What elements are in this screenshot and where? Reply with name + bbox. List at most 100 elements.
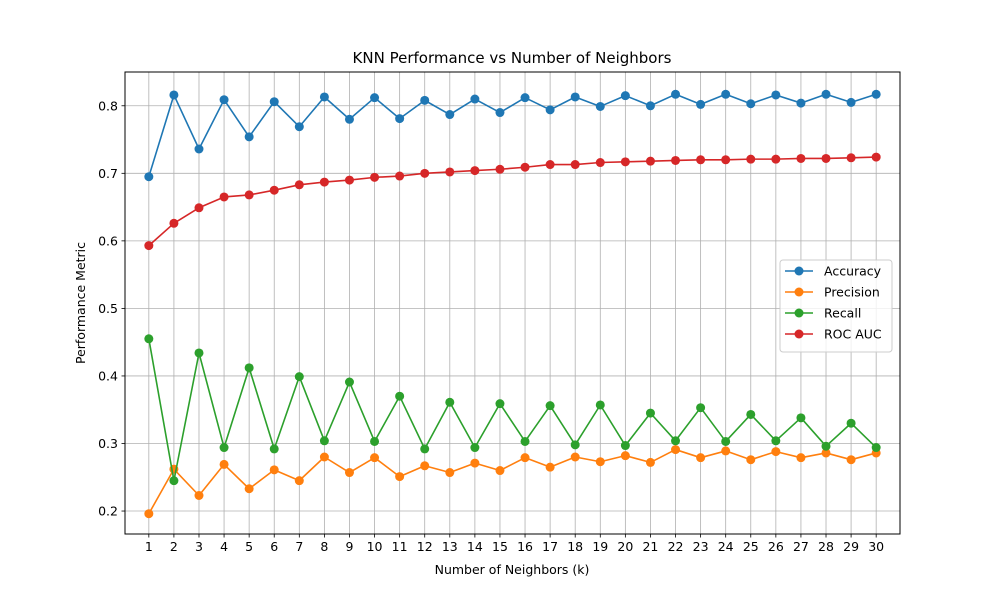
- legend-box: [779, 259, 893, 353]
- data-point-accuracy: [445, 110, 455, 120]
- data-point-precision: [470, 458, 480, 468]
- legend-marker-recall: [794, 308, 804, 318]
- data-point-accuracy: [269, 97, 279, 107]
- data-point-roc-auc: [395, 171, 405, 181]
- data-point-precision: [144, 509, 154, 519]
- data-point-recall: [470, 443, 480, 453]
- data-point-recall: [570, 440, 580, 450]
- data-point-accuracy: [595, 101, 605, 111]
- data-point-roc-auc: [796, 153, 806, 163]
- y-tick-label: 0.2: [98, 504, 118, 519]
- data-point-precision: [620, 451, 630, 461]
- x-tick-label: 10: [367, 539, 383, 554]
- x-tick-label: 19: [592, 539, 608, 554]
- data-point-precision: [721, 446, 731, 456]
- data-point-recall: [671, 436, 681, 446]
- x-tick-label: 4: [220, 539, 228, 554]
- y-tick-label: 0.5: [98, 301, 118, 316]
- data-point-precision: [420, 461, 430, 471]
- data-point-roc-auc: [294, 180, 304, 190]
- data-point-recall: [645, 408, 655, 418]
- data-point-recall: [595, 400, 605, 410]
- data-point-roc-auc: [495, 164, 505, 174]
- x-tick-label: 20: [617, 539, 633, 554]
- data-point-recall: [294, 372, 304, 382]
- x-tick-label: 29: [843, 539, 859, 554]
- x-tick-label: 14: [467, 539, 483, 554]
- x-tick-label: 15: [492, 539, 508, 554]
- data-point-accuracy: [420, 95, 430, 105]
- data-point-recall: [445, 397, 455, 407]
- data-point-precision: [671, 445, 681, 455]
- data-point-recall: [696, 403, 706, 413]
- x-tick-label: 8: [320, 539, 328, 554]
- data-point-accuracy: [796, 98, 806, 108]
- data-point-precision: [821, 448, 831, 458]
- data-point-roc-auc: [269, 185, 279, 195]
- data-point-roc-auc: [570, 160, 580, 170]
- y-tick-label: 0.4: [98, 368, 118, 383]
- data-point-accuracy: [645, 101, 655, 111]
- data-point-recall: [219, 443, 229, 453]
- data-point-accuracy: [821, 89, 831, 99]
- data-point-recall: [319, 436, 329, 446]
- x-tick-label: 24: [718, 539, 734, 554]
- data-point-roc-auc: [821, 153, 831, 163]
- data-point-precision: [746, 455, 756, 465]
- data-point-precision: [645, 457, 655, 467]
- data-point-roc-auc: [244, 190, 254, 200]
- data-point-accuracy: [194, 144, 204, 154]
- legend-marker-roc-auc: [794, 329, 804, 339]
- y-ticks: 0.2 0.3 0.4 0.5 0.6 0.7 0.8: [98, 98, 125, 519]
- data-point-precision: [520, 453, 530, 463]
- data-point-precision: [545, 462, 555, 472]
- data-point-roc-auc: [771, 154, 781, 164]
- legend: Accuracy Precision Recall ROC AUC: [779, 259, 893, 353]
- data-point-accuracy: [144, 172, 154, 182]
- x-ticks: 1 2 3 4 5 6 7 8 9 10 11 12 13 14 15 16 17 18 19 20 21 22 23 24 2…: [145, 534, 884, 554]
- x-tick-label: 9: [345, 539, 353, 554]
- data-point-precision: [319, 452, 329, 462]
- data-point-recall: [244, 363, 254, 373]
- data-point-recall: [721, 436, 731, 446]
- series-precision: [144, 445, 881, 519]
- data-point-recall: [871, 443, 881, 453]
- data-point-accuracy: [370, 93, 380, 103]
- x-tick-label: 7: [295, 539, 303, 554]
- legend-label-recall: Recall: [824, 306, 861, 321]
- x-tick-label: 30: [868, 539, 884, 554]
- x-tick-label: 28: [818, 539, 834, 554]
- series-recall: [144, 334, 881, 486]
- data-point-accuracy: [620, 91, 630, 101]
- data-point-precision: [370, 453, 380, 463]
- data-point-accuracy: [570, 92, 580, 102]
- data-point-recall: [344, 377, 354, 387]
- data-point-precision: [595, 457, 605, 467]
- data-point-accuracy: [169, 90, 179, 100]
- x-tick-label: 11: [392, 539, 408, 554]
- data-point-precision: [344, 468, 354, 478]
- data-point-recall: [821, 441, 831, 451]
- data-point-precision: [771, 447, 781, 457]
- data-point-accuracy: [771, 90, 781, 100]
- data-point-accuracy: [671, 89, 681, 99]
- data-point-recall: [620, 441, 630, 451]
- data-point-accuracy: [846, 97, 856, 107]
- data-point-recall: [545, 401, 555, 411]
- data-point-accuracy: [520, 93, 530, 103]
- data-point-roc-auc: [445, 167, 455, 177]
- series: [144, 89, 881, 519]
- chart-title: KNN Performance vs Number of Neighbors: [353, 49, 672, 67]
- x-tick-label: 16: [517, 539, 533, 554]
- data-point-roc-auc: [871, 152, 881, 162]
- x-tick-label: 27: [793, 539, 809, 554]
- y-tick-label: 0.6: [98, 233, 118, 248]
- plot-frame: [124, 71, 901, 535]
- data-point-precision: [294, 476, 304, 486]
- data-point-precision: [445, 468, 455, 478]
- data-point-accuracy: [871, 89, 881, 99]
- data-point-roc-auc: [194, 203, 204, 213]
- data-point-recall: [144, 334, 154, 344]
- data-point-recall: [194, 348, 204, 358]
- series-accuracy: [144, 89, 881, 182]
